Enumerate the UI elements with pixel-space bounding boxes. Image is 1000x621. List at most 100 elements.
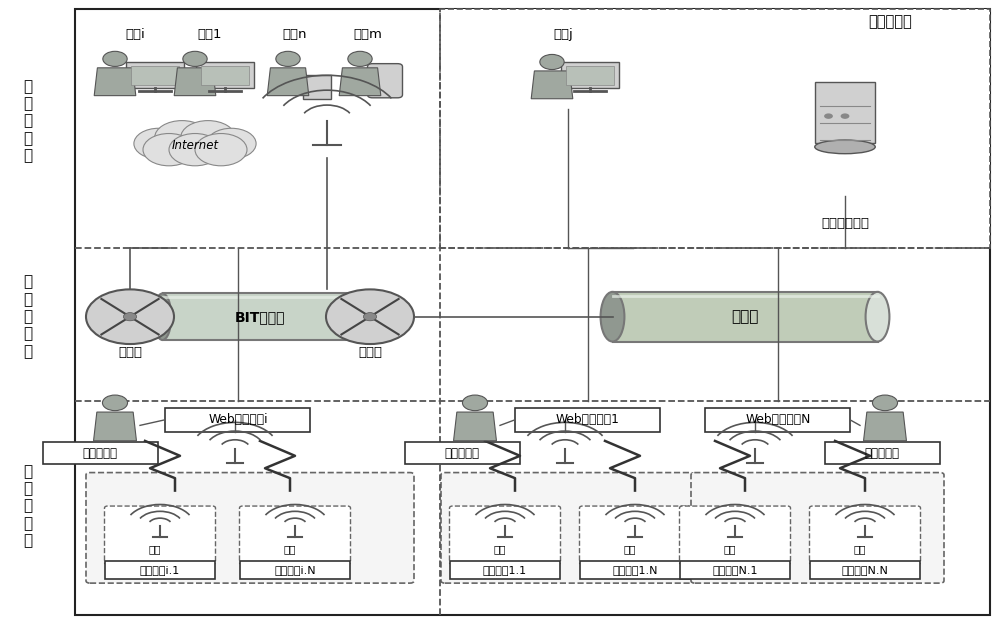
Polygon shape (94, 68, 136, 96)
Text: 设备: 设备 (624, 544, 636, 554)
Bar (303, 75, 331, 99)
Text: Web控制终端N: Web控制终端N (745, 414, 811, 426)
Text: 用户i: 用户i (125, 28, 145, 40)
Bar (196, 62, 254, 88)
FancyBboxPatch shape (240, 506, 351, 564)
Circle shape (123, 312, 137, 321)
Ellipse shape (601, 292, 624, 342)
Bar (815, 82, 875, 143)
FancyBboxPatch shape (165, 408, 310, 432)
FancyBboxPatch shape (680, 561, 790, 579)
Polygon shape (531, 71, 573, 99)
Ellipse shape (154, 293, 171, 340)
FancyBboxPatch shape (705, 408, 850, 432)
FancyBboxPatch shape (810, 506, 920, 564)
Circle shape (103, 52, 127, 66)
Circle shape (183, 52, 207, 66)
Circle shape (872, 395, 898, 410)
FancyBboxPatch shape (441, 473, 694, 583)
Text: 被控对象1.1: 被控对象1.1 (483, 565, 527, 575)
Circle shape (155, 120, 209, 155)
Text: 数据库服务器: 数据库服务器 (821, 217, 869, 230)
Text: 局域网: 局域网 (731, 309, 759, 324)
Text: 管理员用户: 管理员用户 (864, 447, 900, 460)
Bar (162, 294, 358, 340)
Text: 设备: 设备 (284, 544, 296, 554)
Circle shape (134, 129, 183, 159)
Circle shape (462, 395, 488, 410)
FancyBboxPatch shape (680, 506, 790, 564)
Bar (561, 62, 619, 88)
Circle shape (540, 55, 564, 70)
Bar (201, 66, 249, 85)
FancyBboxPatch shape (450, 561, 560, 579)
Text: 感
知
传
感
层: 感 知 传 感 层 (23, 464, 33, 548)
Text: Web控制终端i: Web控制终端i (208, 414, 268, 426)
FancyBboxPatch shape (105, 561, 215, 579)
Circle shape (86, 289, 174, 344)
Text: 用户j: 用户j (553, 28, 573, 40)
Text: 本地实验室: 本地实验室 (868, 14, 912, 29)
Text: 被控对象N.1: 被控对象N.1 (712, 565, 758, 575)
FancyBboxPatch shape (580, 561, 690, 579)
Polygon shape (339, 68, 381, 96)
FancyBboxPatch shape (810, 561, 920, 579)
Text: 被控对象i.N: 被控对象i.N (274, 565, 316, 575)
Polygon shape (174, 68, 216, 96)
FancyBboxPatch shape (404, 442, 520, 465)
Bar (126, 62, 184, 88)
Text: 传
输
网
络
层: 传 输 网 络 层 (23, 274, 33, 359)
Circle shape (195, 134, 247, 166)
Polygon shape (94, 412, 136, 441)
Bar (131, 66, 179, 85)
Circle shape (102, 395, 128, 410)
Text: 设备: 设备 (148, 544, 161, 554)
Ellipse shape (866, 292, 889, 342)
Text: 被控对象i.1: 被控对象i.1 (140, 565, 180, 575)
Circle shape (824, 114, 833, 119)
FancyBboxPatch shape (824, 442, 940, 465)
Text: 被控对象1.N: 被控对象1.N (612, 565, 658, 575)
FancyBboxPatch shape (105, 506, 216, 564)
Bar (566, 66, 614, 85)
Text: 路由器: 路由器 (118, 347, 142, 359)
Text: 用户n: 用户n (283, 28, 307, 40)
Polygon shape (267, 68, 309, 96)
Circle shape (363, 312, 377, 321)
Circle shape (207, 129, 256, 159)
Text: 设备: 设备 (854, 544, 866, 554)
Text: Web控制终端1: Web控制终端1 (556, 414, 620, 426)
Polygon shape (454, 412, 496, 441)
Text: 被控对象N.N: 被控对象N.N (842, 565, 888, 575)
FancyBboxPatch shape (440, 9, 990, 248)
Text: 路由器: 路由器 (358, 347, 382, 359)
Text: 设备: 设备 (494, 544, 506, 554)
Text: Internet: Internet (171, 140, 219, 152)
Text: 设备: 设备 (724, 544, 736, 554)
Text: 管理员用户: 管理员用户 (444, 447, 480, 460)
FancyBboxPatch shape (368, 63, 402, 97)
Text: 服
务
应
用
层: 服 务 应 用 层 (23, 79, 33, 163)
FancyBboxPatch shape (515, 408, 660, 432)
FancyBboxPatch shape (580, 506, 690, 564)
Bar (612, 292, 878, 342)
Circle shape (348, 52, 372, 66)
Circle shape (326, 289, 414, 344)
Ellipse shape (349, 293, 366, 340)
FancyBboxPatch shape (42, 442, 158, 465)
Circle shape (276, 52, 300, 66)
Circle shape (143, 134, 195, 166)
Text: 管理员用户: 管理员用户 (82, 447, 118, 460)
Text: 用户1: 用户1 (198, 28, 222, 40)
Text: 用户m: 用户m (354, 28, 382, 40)
FancyBboxPatch shape (691, 473, 944, 583)
Circle shape (181, 120, 235, 155)
Circle shape (841, 114, 849, 119)
Polygon shape (864, 412, 906, 441)
Circle shape (169, 134, 221, 166)
FancyBboxPatch shape (86, 473, 414, 583)
FancyBboxPatch shape (240, 561, 350, 579)
FancyBboxPatch shape (450, 506, 560, 564)
Text: BIT校园网: BIT校园网 (235, 310, 285, 324)
Ellipse shape (815, 140, 875, 153)
